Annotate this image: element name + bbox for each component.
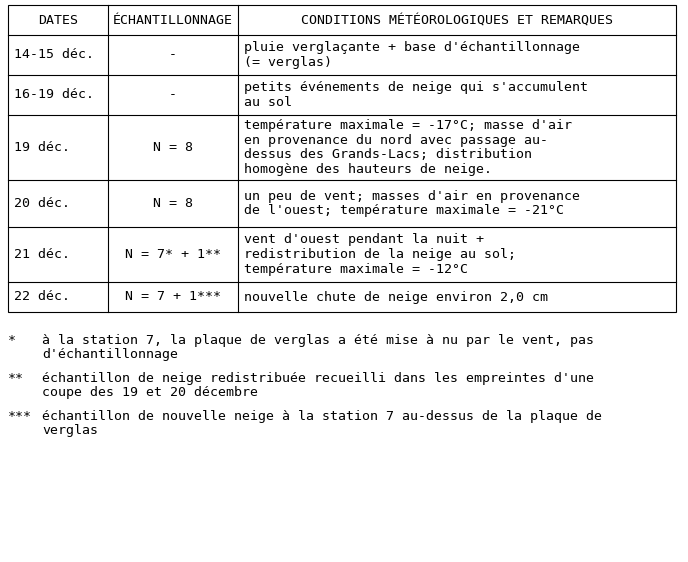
Text: homogène des hauteurs de neige.: homogène des hauteurs de neige.: [244, 163, 492, 176]
Text: nouvelle chute de neige environ 2,0 cm: nouvelle chute de neige environ 2,0 cm: [244, 291, 548, 303]
Text: ÉCHANTILLONNAGE: ÉCHANTILLONNAGE: [113, 13, 233, 26]
Text: température maximale = -17°C; masse d'air: température maximale = -17°C; masse d'ai…: [244, 119, 572, 132]
Text: au sol: au sol: [244, 96, 292, 109]
Text: 19 déc.: 19 déc.: [14, 141, 70, 154]
Text: DATES: DATES: [38, 13, 78, 26]
Text: -: -: [169, 88, 177, 102]
Text: -: -: [169, 48, 177, 61]
Text: vent d'ouest pendant la nuit +: vent d'ouest pendant la nuit +: [244, 233, 484, 246]
Text: d'échantillonnage: d'échantillonnage: [42, 348, 178, 361]
Text: un peu de vent; masses d'air en provenance: un peu de vent; masses d'air en provenan…: [244, 189, 580, 203]
Text: température maximale = -12°C: température maximale = -12°C: [244, 262, 468, 276]
Text: N = 8: N = 8: [153, 141, 193, 154]
Text: CONDITIONS MÉTÉOROLOGIQUES ET REMARQUES: CONDITIONS MÉTÉOROLOGIQUES ET REMARQUES: [301, 13, 613, 26]
Text: (= verglas): (= verglas): [244, 56, 332, 69]
Text: 16-19 déc.: 16-19 déc.: [14, 88, 94, 102]
Text: ***: ***: [8, 410, 32, 423]
Text: **: **: [8, 372, 24, 385]
Text: N = 8: N = 8: [153, 197, 193, 210]
Text: pluie verglaçante + base d'échantillonnage: pluie verglaçante + base d'échantillonna…: [244, 41, 580, 54]
Text: 20 déc.: 20 déc.: [14, 197, 70, 210]
Text: en provenance du nord avec passage au-: en provenance du nord avec passage au-: [244, 134, 548, 147]
Text: échantillon de nouvelle neige à la station 7 au-dessus de la plaque de: échantillon de nouvelle neige à la stati…: [42, 410, 602, 423]
Text: 21 déc.: 21 déc.: [14, 248, 70, 261]
Text: à la station 7, la plaque de verglas a été mise à nu par le vent, pas: à la station 7, la plaque de verglas a é…: [42, 334, 594, 347]
Text: 14-15 déc.: 14-15 déc.: [14, 48, 94, 61]
Text: N = 7 + 1***: N = 7 + 1***: [125, 291, 221, 303]
Text: petits événements de neige qui s'accumulent: petits événements de neige qui s'accumul…: [244, 81, 588, 94]
Text: verglas: verglas: [42, 424, 98, 437]
Text: N = 7* + 1**: N = 7* + 1**: [125, 248, 221, 261]
Text: dessus des Grands-Lacs; distribution: dessus des Grands-Lacs; distribution: [244, 148, 532, 161]
Text: redistribution de la neige au sol;: redistribution de la neige au sol;: [244, 248, 516, 261]
Text: de l'ouest; température maximale = -21°C: de l'ouest; température maximale = -21°C: [244, 205, 564, 217]
Text: échantillon de neige redistribuée recueilli dans les empreintes d'une: échantillon de neige redistribuée recuei…: [42, 372, 594, 385]
Bar: [8, 5, 676, 312]
Text: *: *: [8, 334, 16, 347]
Text: 22 déc.: 22 déc.: [14, 291, 70, 303]
Text: coupe des 19 et 20 décembre: coupe des 19 et 20 décembre: [42, 386, 258, 399]
